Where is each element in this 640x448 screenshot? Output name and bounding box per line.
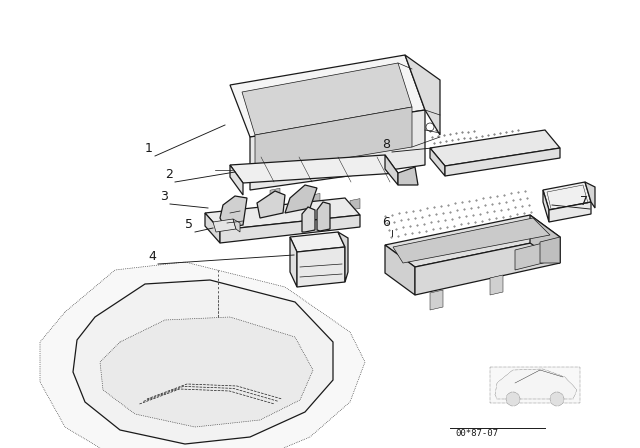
Polygon shape [40,262,365,448]
Polygon shape [393,218,550,263]
Polygon shape [445,148,560,176]
Polygon shape [213,219,236,232]
Polygon shape [310,194,320,204]
Polygon shape [257,191,285,218]
Polygon shape [233,219,240,232]
Polygon shape [220,215,360,243]
Polygon shape [220,196,247,228]
Polygon shape [415,237,560,295]
Text: 5: 5 [185,218,193,231]
Polygon shape [242,63,412,135]
Polygon shape [385,155,398,185]
Polygon shape [430,290,443,310]
Polygon shape [515,240,555,270]
Polygon shape [290,237,297,287]
Polygon shape [385,215,560,267]
Polygon shape [205,213,220,243]
Polygon shape [297,247,345,287]
Polygon shape [549,202,591,222]
Polygon shape [73,280,333,444]
Text: 1: 1 [145,142,153,155]
Polygon shape [255,107,412,173]
Polygon shape [543,182,591,210]
Polygon shape [290,232,345,252]
Polygon shape [230,55,425,137]
Polygon shape [230,155,398,183]
Polygon shape [302,207,315,232]
Text: 8: 8 [382,138,390,151]
Circle shape [506,392,520,406]
Polygon shape [430,148,445,176]
Polygon shape [398,167,418,185]
Polygon shape [230,165,243,195]
Polygon shape [385,245,415,295]
Text: 00*87-07: 00*87-07 [455,429,498,438]
Polygon shape [430,130,560,166]
Polygon shape [495,369,577,399]
Polygon shape [285,185,317,213]
Polygon shape [405,55,440,135]
Polygon shape [270,188,280,199]
Polygon shape [490,275,503,295]
Polygon shape [585,182,595,208]
Text: 7: 7 [580,195,588,208]
Text: 2: 2 [165,168,173,181]
Polygon shape [490,367,580,403]
Polygon shape [205,198,360,230]
Polygon shape [338,232,348,282]
Text: 6: 6 [382,216,390,229]
Polygon shape [100,317,313,427]
Circle shape [550,392,564,406]
Polygon shape [530,215,560,263]
Polygon shape [250,110,425,190]
Polygon shape [317,202,330,231]
Text: 4: 4 [148,250,156,263]
Polygon shape [540,237,560,263]
Text: 3: 3 [160,190,168,203]
Polygon shape [350,198,360,210]
Polygon shape [543,190,549,222]
